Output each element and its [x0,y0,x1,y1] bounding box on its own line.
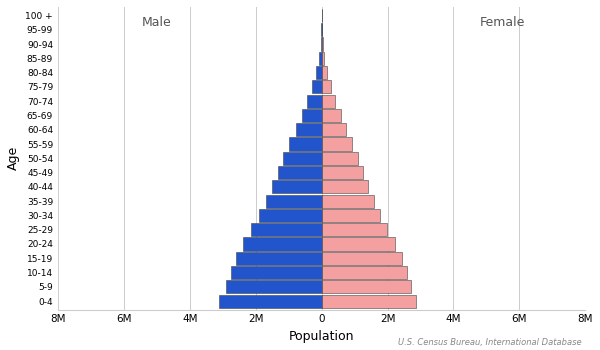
Bar [289,138,322,150]
Bar [231,266,322,279]
Bar [220,294,322,308]
Text: Male: Male [142,16,172,29]
Bar [259,209,322,222]
X-axis label: Population: Population [289,330,355,343]
Bar [322,209,380,222]
Bar [307,94,322,108]
Bar [283,152,322,165]
Bar [322,166,363,179]
Bar [322,266,407,279]
Bar [322,123,346,136]
Bar [322,66,327,79]
Bar [266,195,322,208]
Text: U.S. Census Bureau, International Database: U.S. Census Bureau, International Databa… [398,337,582,346]
Bar [322,52,324,65]
Bar [312,80,322,93]
Bar [251,223,322,236]
Bar [322,294,416,308]
Bar [322,252,402,265]
Bar [322,237,395,251]
Bar [242,237,322,251]
Bar [226,280,322,293]
Bar [322,94,335,108]
Bar [322,180,368,194]
Bar [236,252,322,265]
Bar [278,166,322,179]
Bar [296,123,322,136]
Bar [322,80,331,93]
Bar [322,195,374,208]
Bar [320,37,322,51]
Bar [319,52,322,65]
Text: Female: Female [480,16,526,29]
Bar [322,280,411,293]
Bar [322,223,387,236]
Bar [322,138,352,150]
Y-axis label: Age: Age [7,146,20,170]
Bar [316,66,322,79]
Bar [322,109,341,122]
Bar [272,180,322,194]
Bar [322,37,323,51]
Bar [302,109,322,122]
Bar [322,152,358,165]
